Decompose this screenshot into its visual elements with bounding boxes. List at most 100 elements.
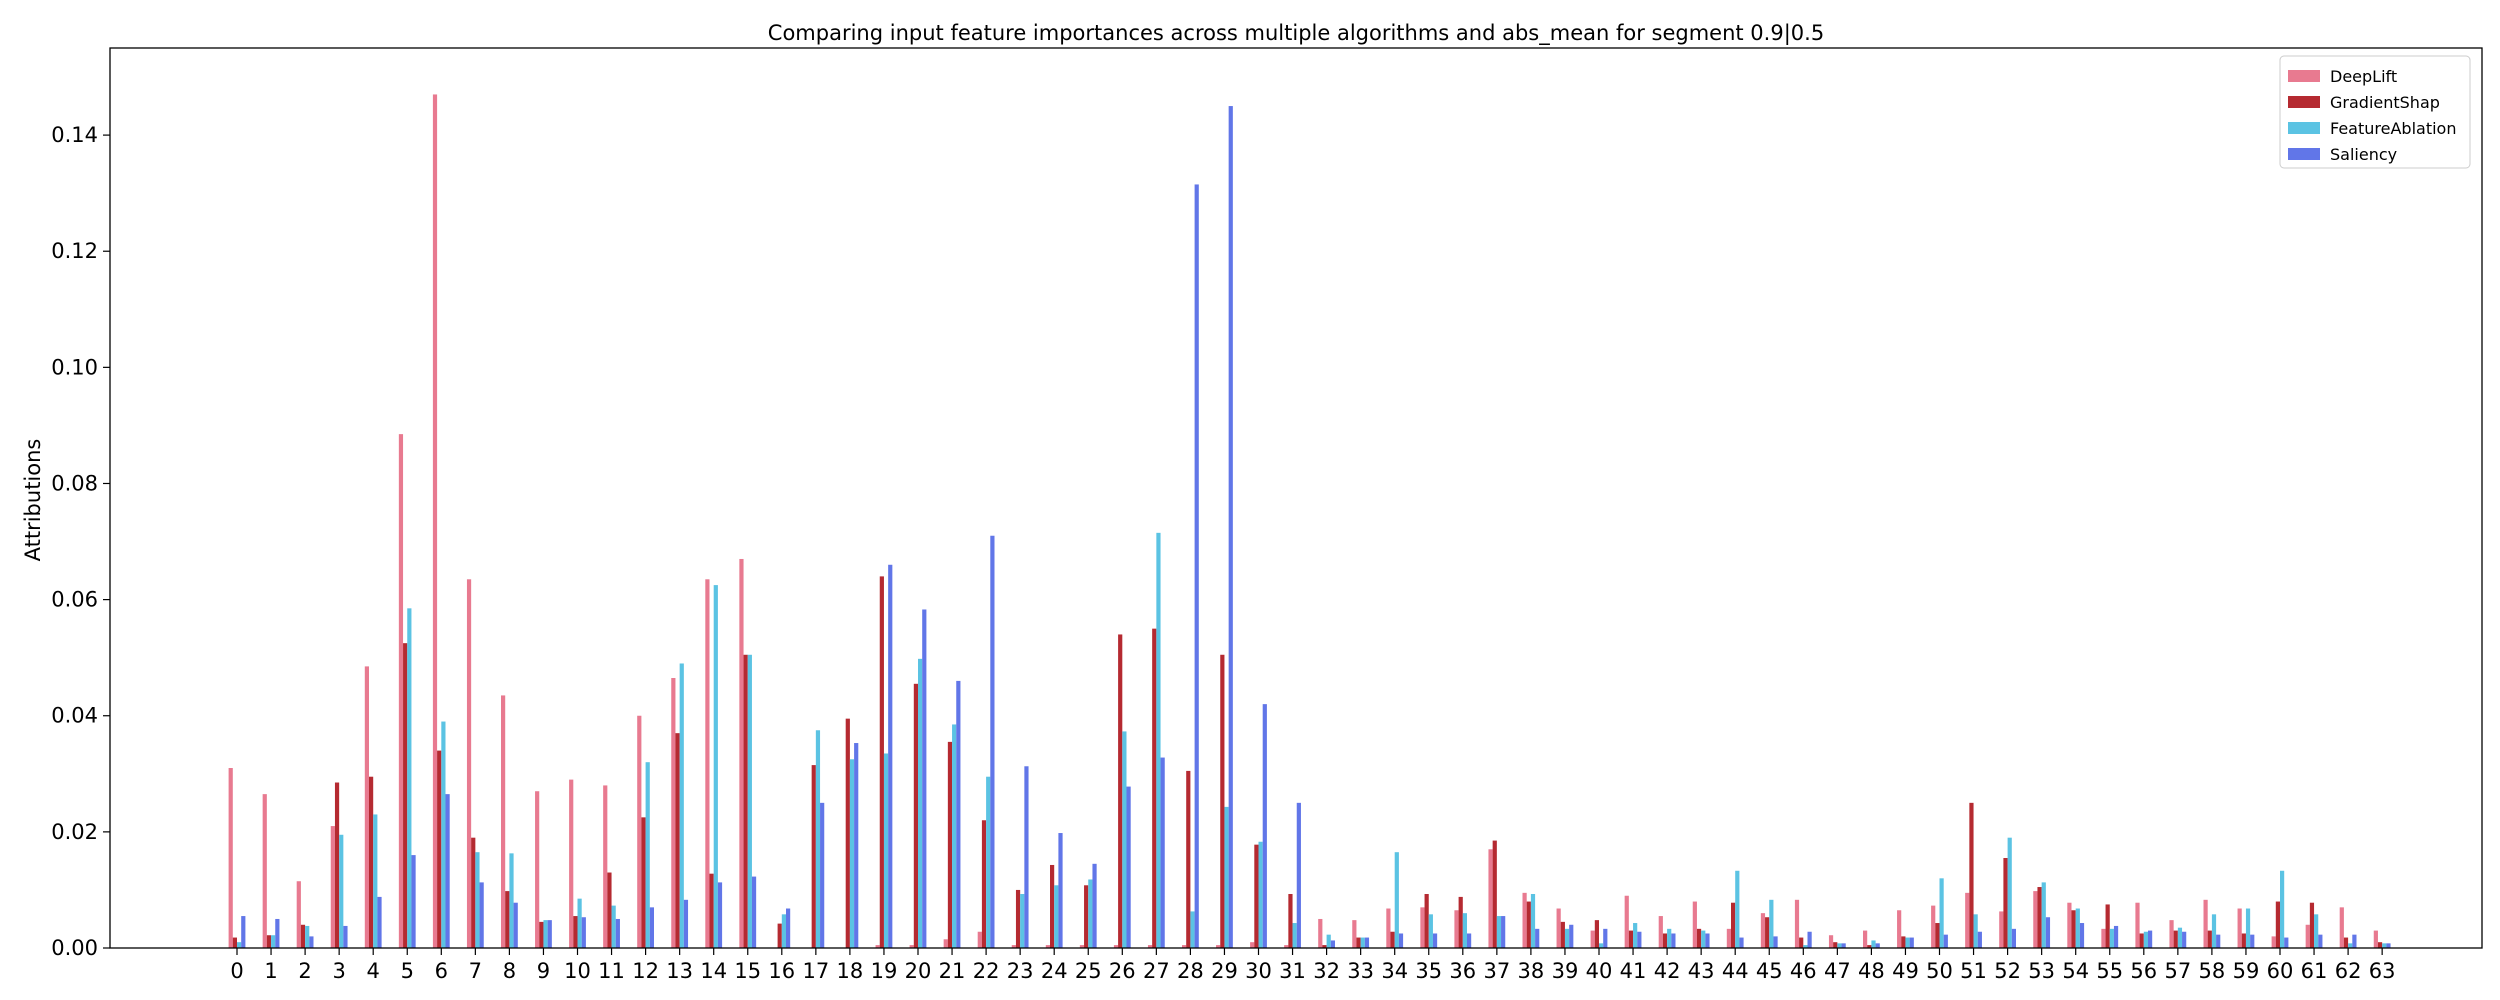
x-tick-label: 7 [469,959,482,983]
bar-deeplift-55 [2101,928,2106,948]
x-tick-label: 4 [367,959,380,983]
bar-deeplift-42 [1658,916,1663,948]
bar-gradientshap-42 [1662,933,1668,948]
bar-gradientshap-46 [1799,937,1804,948]
bar-gradientshap-3 [334,782,340,948]
x-tick-label: 55 [2096,959,2123,983]
bar-featureablation-21 [952,724,957,948]
x-tick-label: 11 [598,959,625,983]
bar-saliency-25 [1092,863,1097,948]
bar-featureablation-37 [1496,916,1502,948]
bar-gradientshap-14 [709,873,714,948]
x-tick-label: 37 [1483,959,1510,983]
bar-gradientshap-29 [1220,654,1225,948]
bar-saliency-18 [854,743,859,948]
x-tick-label: 23 [1007,959,1034,983]
bar-gradientshap-28 [1186,770,1191,948]
bar-gradientshap-49 [1901,936,1906,948]
bar-saliency-5 [411,855,416,948]
bar-saliency-24 [1058,833,1063,948]
x-tick-label: 14 [700,959,727,983]
bar-featureablation-41 [1633,923,1638,948]
bar-gradientshap-26 [1118,634,1123,948]
bar-featureablation-63 [2382,943,2387,948]
bar-saliency-17 [820,802,825,948]
bar-featureablation-9 [543,920,548,948]
bar-featureablation-36 [1462,913,1467,948]
bar-featureablation-19 [883,753,889,948]
bar-saliency-14 [717,882,723,948]
x-tick-label: 5 [401,959,414,983]
bar-deeplift-63 [2373,930,2378,948]
x-tick-label: 10 [564,959,591,983]
bar-saliency-31 [1296,802,1301,948]
x-tick-label: 56 [2130,959,2157,983]
bar-featureablation-13 [679,663,684,948]
bar-featureablation-30 [1258,841,1263,948]
x-tick-label: 63 [2369,959,2396,983]
bar-featureablation-46 [1803,945,1808,948]
bar-gradientshap-41 [1628,930,1634,948]
bar-deeplift-13 [671,678,676,948]
legend-label-gradientshap: GradientShap [2330,93,2440,112]
bar-deeplift-15 [739,558,744,948]
bar-featureablation-7 [475,852,480,948]
bar-deeplift-32 [1318,918,1323,948]
bar-saliency-12 [649,907,654,948]
legend-label-deeplift: DeepLift [2330,67,2397,86]
bar-gradientshap-7 [471,837,476,948]
bar-featureablation-34 [1394,852,1399,948]
bar-featureablation-40 [1599,943,1604,948]
x-tick-label: 21 [939,959,966,983]
bar-saliency-55 [2113,925,2119,948]
bar-gradientshap-52 [2003,858,2008,948]
bar-deeplift-23 [1011,945,1016,948]
bar-deeplift-51 [1965,892,1970,948]
bar-saliency-40 [1603,928,1608,948]
bar-deeplift-25 [1079,945,1085,948]
bar-deeplift-40 [1590,930,1595,948]
bar-deeplift-49 [1897,910,1902,948]
bar-deeplift-44 [1726,928,1731,948]
bar-gradientshap-18 [845,718,850,948]
bar-featureablation-39 [1564,928,1570,948]
bar-saliency-62 [2352,934,2357,948]
bar-saliency-63 [2386,943,2391,948]
bar-gradientshap-59 [2241,933,2246,948]
bar-deeplift-10 [569,779,574,948]
x-tick-label: 22 [973,959,1000,983]
bars-layer [228,94,2391,948]
legend-swatch-gradientshap [2288,96,2320,108]
bar-featureablation-38 [1530,894,1536,948]
bar-featureablation-60 [2280,870,2285,948]
bar-gradientshap-27 [1152,628,1157,948]
x-tick-label: 53 [2028,959,2055,983]
bar-gradientshap-23 [1015,889,1021,948]
bar-saliency-41 [1637,931,1642,948]
y-axis-ticks: 0.00 0.02 0.04 0.06 0.08 0.10 0.12 0.14 [51,123,110,960]
x-tick-label: 29 [1211,959,1238,983]
bar-featureablation-25 [1088,879,1093,948]
bar-gradientshap-63 [2377,942,2383,948]
bar-deeplift-62 [2339,907,2344,948]
bar-gradientshap-21 [947,741,953,948]
bar-deeplift-61 [2305,924,2310,948]
bar-saliency-7 [479,882,484,948]
bar-gradientshap-0 [232,937,237,948]
bar-gradientshap-20 [913,683,918,948]
bar-saliency-43 [1705,933,1710,948]
x-tick-label: 25 [1075,959,1102,983]
bar-deeplift-4 [364,666,369,948]
x-tick-label: 6 [435,959,448,983]
bar-gradientshap-55 [2105,904,2110,948]
bar-featureablation-16 [781,914,786,948]
x-tick-label: 47 [1824,959,1851,983]
y-tick-label: 0.06 [51,588,98,612]
bar-saliency-51 [1977,931,1982,948]
x-tick-label: 52 [1994,959,2021,983]
bar-featureablation-32 [1326,934,1331,948]
bar-featureablation-29 [1224,806,1229,948]
bar-deeplift-14 [705,579,710,948]
bar-deeplift-6 [432,94,438,948]
